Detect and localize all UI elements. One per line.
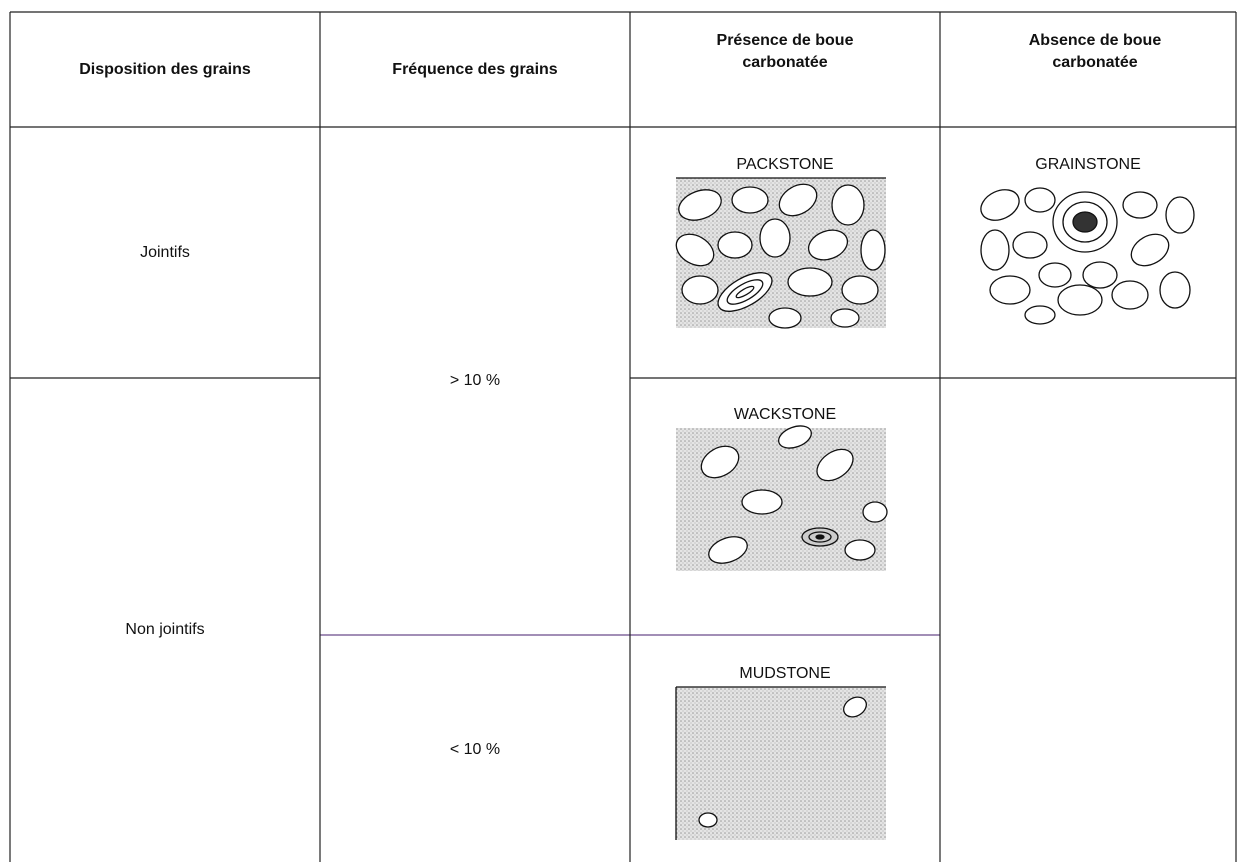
disposition-cell: Jointifs bbox=[140, 243, 190, 261]
header-cell: Fréquence des grains bbox=[392, 60, 558, 78]
texture-label: GRAINSTONE bbox=[1035, 156, 1141, 173]
frequency-cell: > 10 % bbox=[449, 372, 501, 389]
grainstone-illustration bbox=[980, 187, 1195, 325]
header-cell: Disposition des grains bbox=[79, 60, 251, 78]
header-cell: Présence de boue carbonatée bbox=[716, 32, 854, 71]
texture-label: WACKSTONE bbox=[733, 406, 837, 423]
mudstone-illustration bbox=[675, 686, 886, 840]
texture-label: MUDSTONE bbox=[739, 665, 831, 682]
texture-label: PACKSTONE bbox=[736, 156, 834, 173]
disposition-cell: Non jointifs bbox=[125, 621, 205, 638]
packstone-illustration bbox=[675, 177, 886, 329]
frequency-cell: < 10 % bbox=[449, 741, 501, 758]
header-cell: Absence de boue carbonatée bbox=[1028, 32, 1162, 71]
wackstone-illustration bbox=[676, 425, 888, 571]
